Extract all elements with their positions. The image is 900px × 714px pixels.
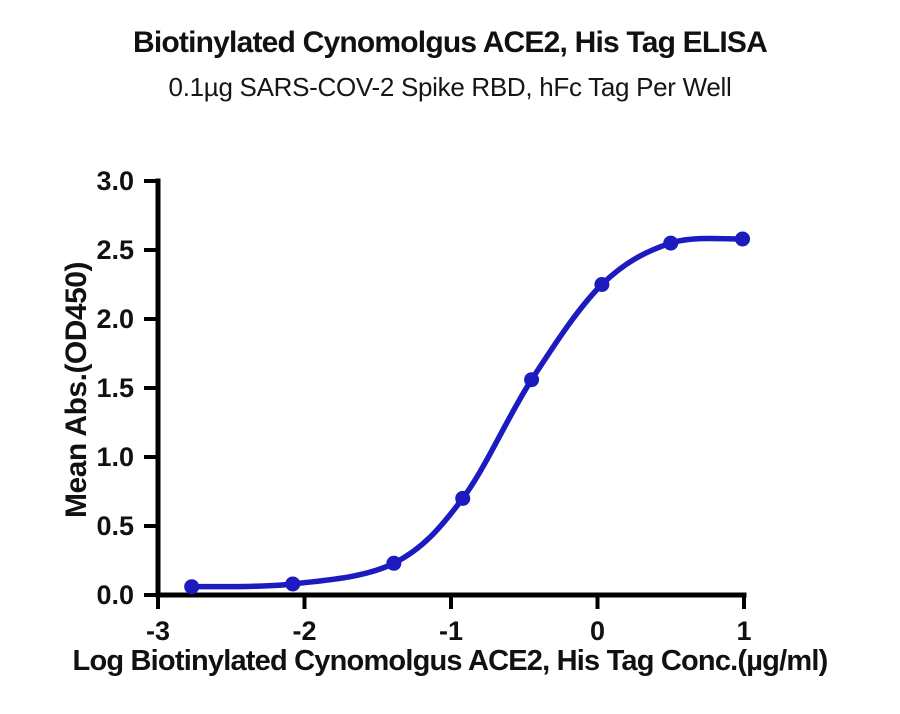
- x-tick-label: -1: [439, 616, 463, 646]
- data-point-marker: [735, 231, 751, 247]
- y-tick-label: 2.0: [96, 304, 134, 334]
- data-point-marker: [386, 555, 402, 571]
- data-point-marker: [285, 576, 301, 592]
- chart-subtitle: 0.1µg SARS-COV-2 Spike RBD, hFc Tag Per …: [168, 72, 732, 102]
- data-point-marker: [663, 235, 679, 251]
- x-tick-label: -2: [292, 616, 316, 646]
- y-tick-label: 1.5: [96, 373, 134, 403]
- x-tick-label: -3: [146, 616, 170, 646]
- data-point-marker: [455, 490, 471, 506]
- x-tick-label: 0: [590, 616, 605, 646]
- y-tick-label: 1.0: [96, 442, 134, 472]
- data-point-marker: [594, 277, 610, 292]
- y-tick-label: 0.5: [96, 511, 134, 541]
- axes: [155, 178, 747, 598]
- y-tick-label: 3.0: [96, 166, 134, 196]
- y-tick-label: 0.0: [96, 580, 134, 610]
- y-tick-label: 2.5: [96, 235, 134, 265]
- data-point-marker: [524, 372, 540, 388]
- data-point-marker: [184, 579, 200, 595]
- dose-response-curve: [191, 235, 743, 590]
- chart-title: Biotinylated Cynomolgus ACE2, His Tag EL…: [132, 26, 768, 59]
- x-tick-label: 1: [736, 616, 751, 646]
- x-axis-title: Log Biotinylated Cynomolgus ACE2, His Ta…: [72, 645, 829, 677]
